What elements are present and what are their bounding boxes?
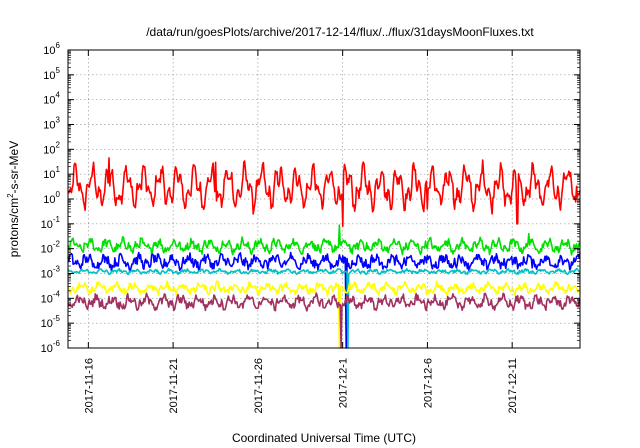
y-tick-label-base: 10 (41, 318, 53, 330)
y-tick-label-exp: 1 (56, 165, 61, 174)
y-tick-label: 106 (43, 41, 60, 57)
series-layer (67, 157, 581, 349)
y-axis-label-rest: -s-sr-MeV (7, 141, 21, 194)
y-tick-label: 10-2 (41, 240, 61, 256)
y-tick-label: 101 (43, 165, 60, 181)
series-line-1 (67, 157, 581, 227)
x-tick-label: 2017-11-16 (83, 358, 95, 413)
y-tick-label-base: 10 (41, 219, 53, 231)
y-tick-label: 105 (43, 66, 60, 82)
y-tick-label: 10-5 (41, 314, 61, 330)
y-tick-label-base: 10 (43, 194, 55, 206)
y-tick-label-base: 10 (41, 244, 53, 256)
y-tick-label-exp: 2 (56, 140, 61, 149)
x-tick-label: 2017-11-21 (168, 358, 180, 413)
y-tick-label-exp: 0 (56, 190, 61, 199)
y-tick-label: 103 (43, 116, 60, 132)
y-tick-label-exp: -2 (53, 240, 61, 249)
y-tick-label: 10-3 (41, 265, 61, 281)
series-line-3 (67, 251, 581, 349)
y-tick-label-exp: -1 (53, 215, 61, 224)
y-axis-label-base: protons/cm (7, 198, 21, 257)
x-axis-label: Coordinated Universal Time (UTC) (232, 431, 416, 445)
y-tick-label-base: 10 (41, 293, 53, 305)
y-tick-label-base: 10 (43, 70, 55, 82)
y-tick-label-exp: 5 (56, 66, 61, 75)
y-tick-label-base: 10 (43, 169, 55, 181)
x-axis: 2017-11-16 2017-11-21 2017-11-26 2017-12-1 2… (83, 50, 519, 413)
y-tick-label-exp: 4 (56, 91, 61, 100)
series-line-5 (67, 280, 581, 349)
series-line-6 (67, 292, 581, 349)
y-tick-label-exp: -4 (53, 289, 61, 298)
y-axis-label-sup: 2 (6, 193, 15, 198)
y-tick-label-exp: 6 (56, 41, 61, 50)
y-tick-label: 102 (43, 140, 60, 156)
y-tick-label-exp: -6 (53, 339, 61, 348)
y-axis-label: protons/cm2-s-sr-MeV (6, 141, 21, 257)
x-tick-label: 2017-11-26 (253, 358, 265, 413)
series-line-2 (67, 224, 581, 256)
y-tick-label: 10-1 (41, 215, 61, 231)
x-tick-label: 2017-12-1 (338, 358, 350, 408)
y-tick-label-exp: -5 (53, 314, 61, 323)
y-tick-label: 104 (43, 91, 60, 107)
y-tick-label: 100 (43, 190, 60, 206)
x-tick-label: 2017-12-6 (422, 358, 434, 408)
series-line-4 (67, 267, 581, 349)
y-tick-label-exp: -3 (53, 265, 61, 274)
y-tick-label-base: 10 (43, 120, 55, 132)
y-tick-label-exp: 3 (56, 116, 61, 125)
y-tick-label-base: 10 (43, 144, 55, 156)
x-tick-label: 2017-12-11 (507, 358, 519, 413)
y-tick-label-base: 10 (41, 269, 53, 281)
y-tick-label-base: 10 (43, 45, 55, 57)
y-tick-label: 10-6 (41, 339, 61, 355)
chart-title: /data/run/goesPlots/archive/2017-12-14/f… (146, 25, 534, 39)
y-tick-label-base: 10 (41, 343, 53, 355)
y-tick-label: 10-4 (41, 289, 61, 305)
y-tick-label-base: 10 (43, 95, 55, 107)
y-axis: 10-610-510-410-310-210-11001011021031041… (41, 41, 580, 355)
